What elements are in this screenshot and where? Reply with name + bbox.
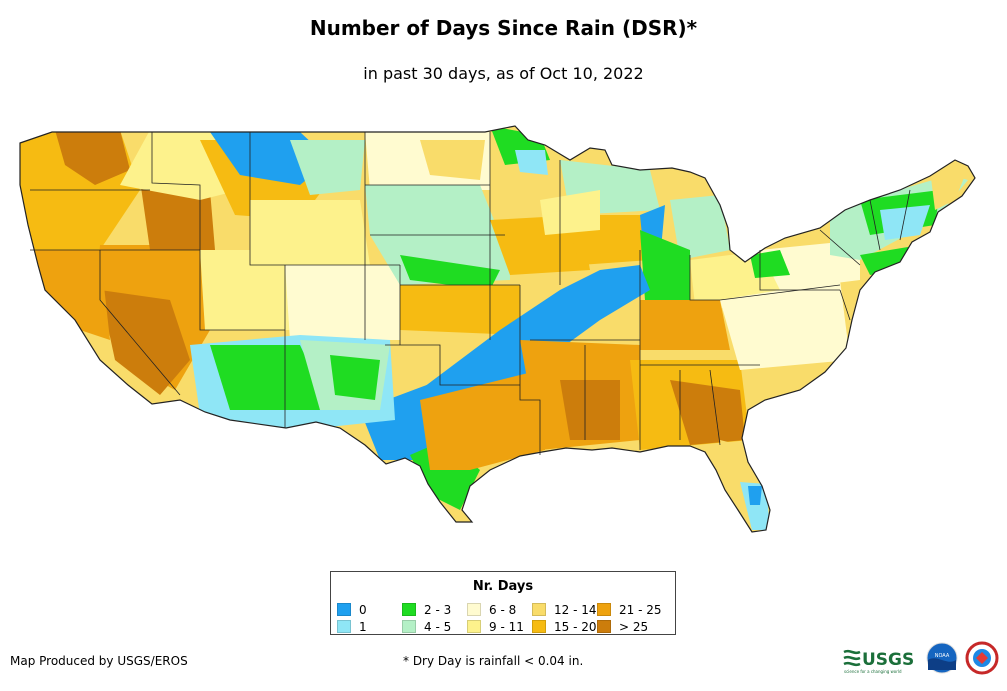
legend-label: 15 - 20 <box>554 619 597 634</box>
usgs-tagline: science for a changing world <box>844 669 902 674</box>
legend-item: 21 - 25 <box>597 601 667 618</box>
legend-swatch <box>337 620 351 633</box>
legend-item: 6 - 8 <box>467 601 532 618</box>
map-subtitle: in past 30 days, as of Oct 10, 2022 <box>363 64 644 83</box>
footnote-text: * Dry Day is rainfall < 0.04 in. <box>403 654 584 668</box>
legend-swatch <box>402 620 416 633</box>
usgs-logo: USGS science for a changing world <box>843 649 914 674</box>
noaa-wordmark: NOAA <box>935 653 950 659</box>
legend-label: 4 - 5 <box>424 619 452 634</box>
legend-item: 12 - 14 <box>532 601 597 618</box>
legend-swatch <box>467 620 481 633</box>
legend-swatch <box>597 603 611 616</box>
legend-label: 12 - 14 <box>554 602 597 617</box>
legend-swatch <box>597 620 611 633</box>
legend-title: Nr. Days <box>472 579 534 594</box>
legend-swatch <box>532 620 546 633</box>
noaa-logo: NOAA <box>926 642 958 674</box>
legend-items: 0 1 2 - 3 4 - 5 6 - 8 9 - 11 12 - 14 15 - 20 21 … <box>337 601 667 635</box>
legend-item: 9 - 11 <box>467 618 532 635</box>
legend-swatch <box>402 603 416 616</box>
legend-item: 4 - 5 <box>402 618 467 635</box>
map-title: Number of Days Since Rain (DSR)* <box>309 16 698 40</box>
legend-label: 0 <box>359 602 367 617</box>
credit-text: Map Produced by USGS/EROS <box>10 654 188 668</box>
agency-logos: USGS science for a changing world NOAA <box>843 641 999 675</box>
legend-item: 1 <box>337 618 402 635</box>
legend-item: 2 - 3 <box>402 601 467 618</box>
map-legend: Nr. Days 0 1 2 - 3 4 - 5 6 - 8 9 - 11 12 - 14 1… <box>330 571 676 635</box>
legend-item: 0 <box>337 601 402 618</box>
legend-label: 9 - 11 <box>489 619 524 634</box>
usgs-wordmark: USGS <box>862 650 914 670</box>
legend-item: 15 - 20 <box>532 618 597 635</box>
legend-label: 2 - 3 <box>424 602 452 617</box>
legend-swatch <box>467 603 481 616</box>
legend-swatch <box>337 603 351 616</box>
legend-label: 1 <box>359 619 367 634</box>
legend-label: 21 - 25 <box>619 602 662 617</box>
legend-label: 6 - 8 <box>489 602 517 617</box>
legend-swatch <box>532 603 546 616</box>
nws-logo <box>965 641 999 675</box>
legend-label: > 25 <box>619 619 649 634</box>
legend-item: > 25 <box>597 618 667 635</box>
us-dsr-map <box>19 125 976 533</box>
